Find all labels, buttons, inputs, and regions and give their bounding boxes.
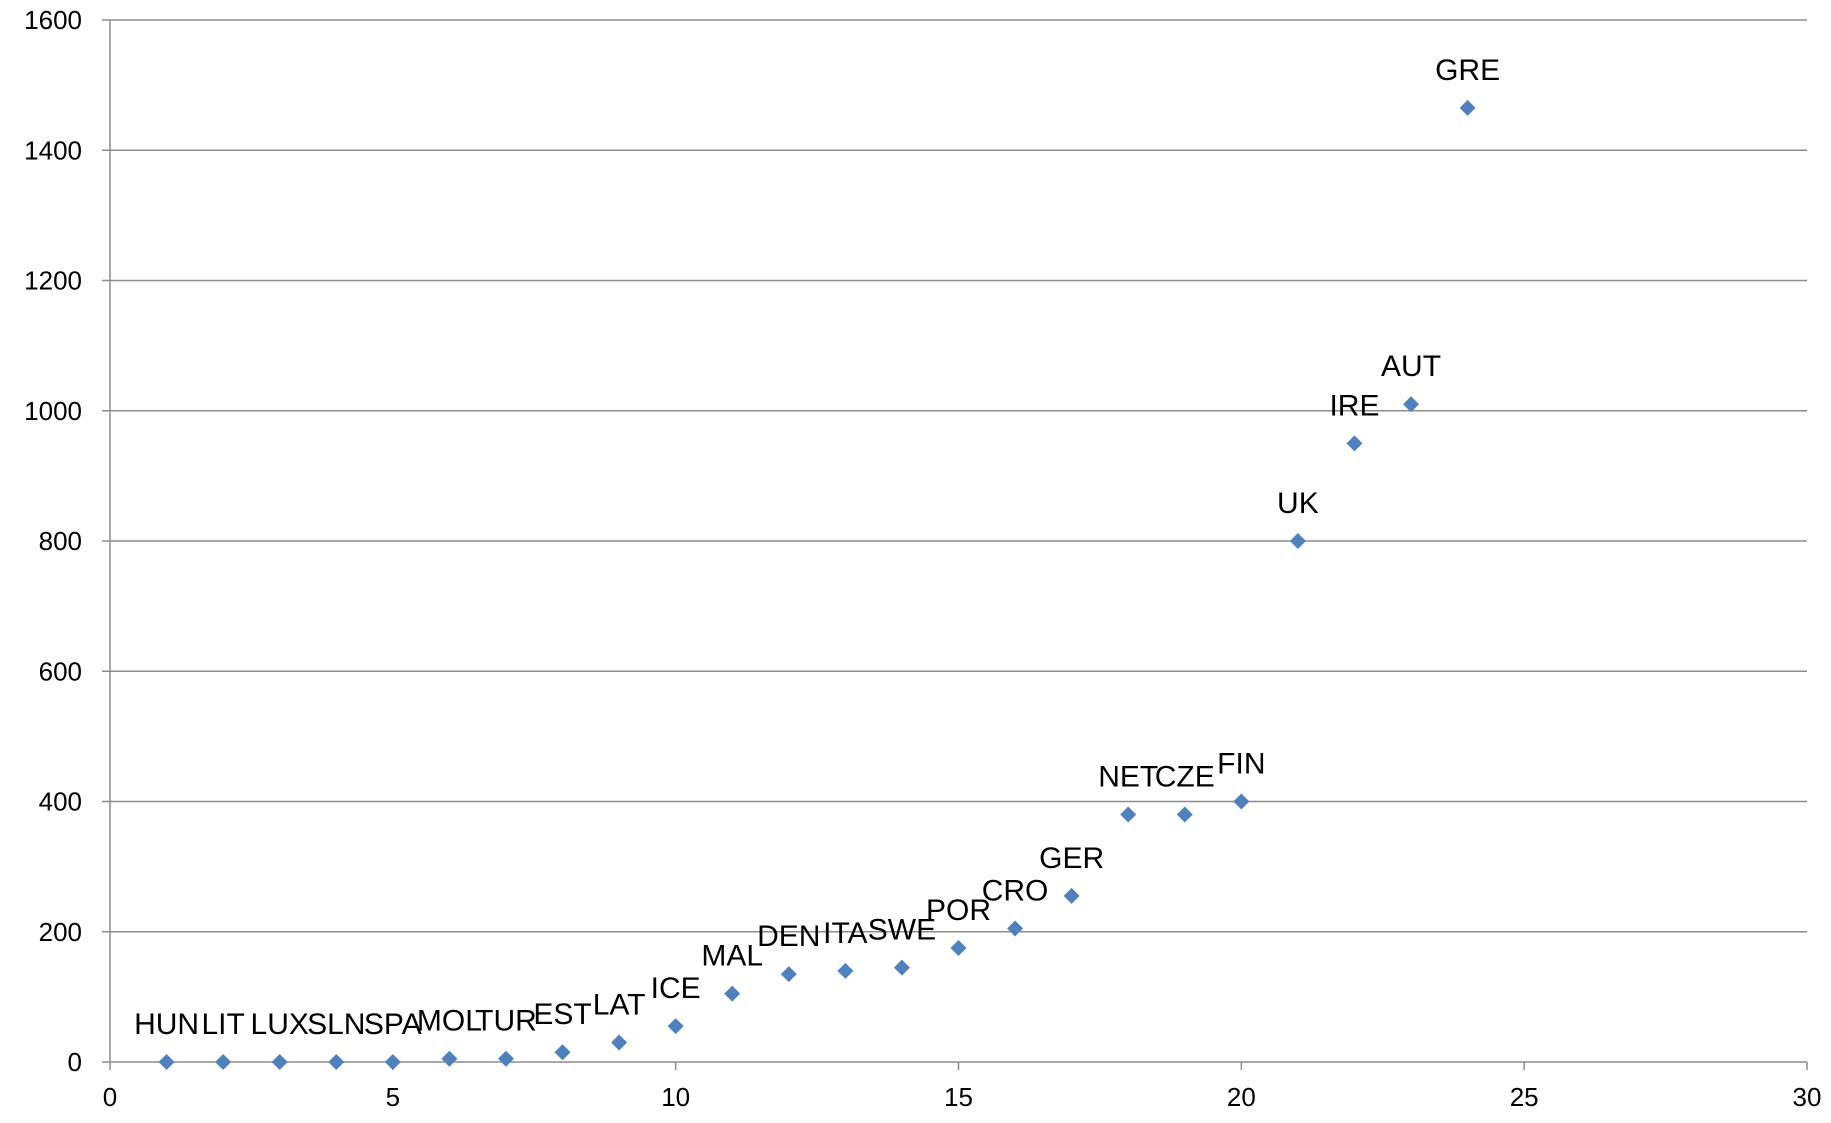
- data-point-cro: [1007, 920, 1024, 937]
- data-point-den: [780, 966, 797, 983]
- data-point-hun: [158, 1054, 175, 1070]
- y-tick-label-1000: 1000: [24, 396, 82, 426]
- point-label-mol: MOL: [417, 1005, 482, 1038]
- data-point-lux: [271, 1054, 288, 1070]
- point-label-spa: SPA: [364, 1008, 422, 1041]
- point-label-est: EST: [533, 998, 591, 1031]
- x-tick-label-20: 20: [1227, 1082, 1256, 1112]
- y-tick-label-800: 800: [39, 526, 82, 556]
- point-label-gre: GRE: [1435, 54, 1500, 87]
- data-point-lit: [215, 1054, 232, 1070]
- point-label-aut: AUT: [1381, 350, 1441, 383]
- y-tick-label-1400: 1400: [24, 135, 82, 165]
- point-label-lit: LIT: [201, 1008, 244, 1041]
- point-label-ita: ITA: [823, 917, 867, 950]
- data-point-mal: [724, 985, 741, 1002]
- x-tick-label-30: 30: [1793, 1082, 1822, 1112]
- point-label-cro: CRO: [982, 874, 1049, 907]
- x-tick-label-15: 15: [944, 1082, 973, 1112]
- data-point-cze: [1176, 806, 1193, 823]
- data-point-sln: [328, 1054, 345, 1070]
- y-tick-label-600: 600: [39, 656, 82, 686]
- data-point-est: [554, 1044, 571, 1061]
- point-label-net: NET: [1098, 761, 1158, 794]
- data-point-ita: [837, 962, 854, 979]
- data-point-gre: [1459, 99, 1476, 116]
- point-label-hun: HUN: [134, 1008, 199, 1041]
- point-label-ger: GER: [1039, 842, 1104, 875]
- point-label-uk: UK: [1277, 487, 1319, 520]
- data-points: [158, 99, 1476, 1070]
- data-point-swe: [893, 959, 910, 976]
- point-label-fin: FIN: [1217, 748, 1265, 781]
- y-tick-labels: 0 200 400 600 800 1000 1200 1400 1600: [24, 5, 82, 1077]
- data-point-lat: [611, 1034, 628, 1051]
- x-tick-label-10: 10: [661, 1082, 690, 1112]
- data-point-ire: [1346, 435, 1363, 452]
- point-label-cze: CZE: [1155, 761, 1215, 794]
- point-label-ire: IRE: [1329, 389, 1379, 422]
- data-point-mol: [441, 1050, 458, 1067]
- data-point-por: [950, 940, 967, 957]
- y-tick-label-1600: 1600: [24, 5, 82, 35]
- data-point-ice: [667, 1018, 684, 1035]
- y-tick-label-200: 200: [39, 917, 82, 947]
- point-label-tur: TUR: [475, 1005, 537, 1038]
- gridlines: [110, 19, 1807, 933]
- y-tick-label-400: 400: [39, 787, 82, 817]
- data-point-ger: [1063, 887, 1080, 904]
- y-tick-label-0: 0: [68, 1047, 82, 1077]
- data-point-spa: [384, 1054, 401, 1070]
- x-tick-labels: 0 5 10 15 20 25 30: [103, 1082, 1822, 1112]
- x-tick-label-25: 25: [1510, 1082, 1539, 1112]
- point-label-por: POR: [926, 894, 991, 927]
- point-label-lat: LAT: [593, 988, 646, 1021]
- x-tick-label-5: 5: [386, 1082, 400, 1112]
- data-point-aut: [1403, 396, 1420, 413]
- data-point-net: [1120, 806, 1137, 823]
- point-label-den: DEN: [757, 920, 820, 953]
- point-label-sln: SLN: [307, 1008, 365, 1041]
- point-label-swe: SWE: [868, 914, 936, 947]
- x-tick-label-0: 0: [103, 1082, 117, 1112]
- data-point-uk: [1289, 533, 1306, 549]
- point-label-mal: MAL: [701, 940, 763, 973]
- data-point-fin: [1233, 793, 1250, 810]
- y-tick-label-1200: 1200: [24, 266, 82, 296]
- point-label-ice: ICE: [651, 972, 701, 1005]
- data-point-tur: [497, 1050, 514, 1067]
- point-label-lux: LUX: [251, 1008, 309, 1041]
